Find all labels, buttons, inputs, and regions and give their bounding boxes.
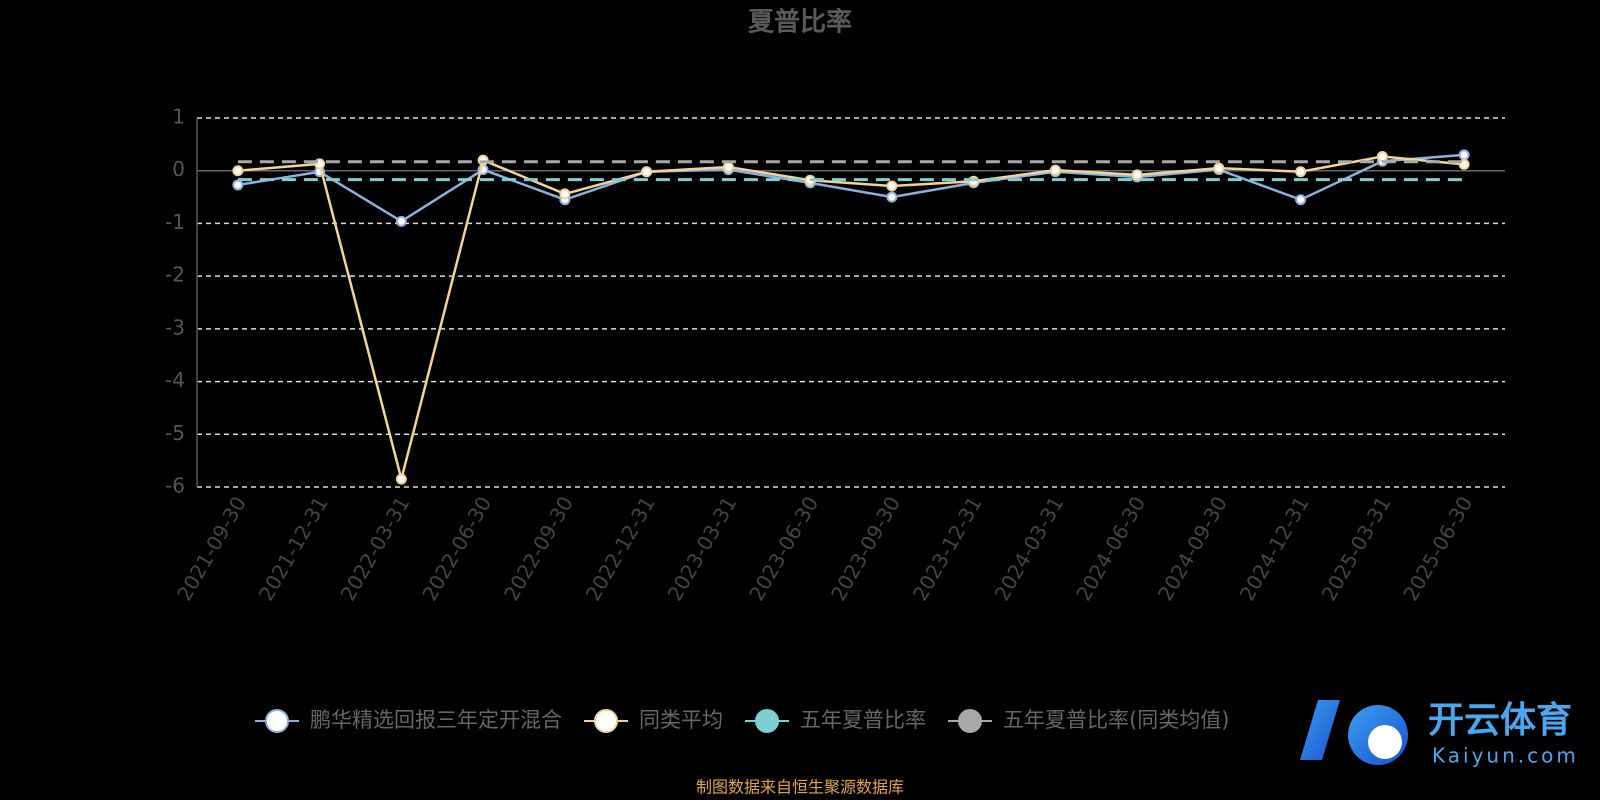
series-line (237, 155, 1465, 480)
legend-item: 鹏华精选回报三年定开混合 (255, 708, 562, 733)
watermark-subtitle: Kaiyun.com (1432, 744, 1579, 768)
data-point (1376, 150, 1388, 162)
data-point (886, 191, 898, 203)
watermark-title: 开云体育 (1428, 700, 1572, 741)
data-point (559, 188, 571, 200)
y-tick-label: -5 (165, 421, 185, 445)
watermark: 开云体育 Kaiyun.com (1300, 700, 1579, 768)
y-tick-label: -4 (165, 368, 185, 392)
source-note: 制图数据来自恒生聚源数据库 (696, 778, 904, 797)
series-line (237, 153, 1465, 223)
legend-marker (594, 709, 618, 733)
data-point (641, 166, 653, 178)
y-tick-label: 1 (172, 105, 185, 129)
legend-marker (958, 709, 982, 733)
legend-label: 五年夏普比率(同类均值) (1003, 708, 1229, 732)
data-point (886, 180, 898, 192)
legend-label: 鹏华精选回报三年定开混合 (310, 708, 562, 732)
legend-label: 五年夏普比率 (800, 708, 926, 732)
data-point (1131, 169, 1143, 181)
legend-item: 五年夏普比率(同类均值) (948, 708, 1229, 733)
legend-marker (265, 709, 289, 733)
data-point (395, 473, 407, 485)
data-point (395, 215, 407, 227)
y-tick-label: -6 (165, 474, 185, 498)
data-point (1295, 166, 1307, 178)
legend-label: 同类平均 (639, 708, 723, 732)
legend-marker (755, 709, 779, 733)
legend-item: 五年夏普比率 (745, 708, 926, 733)
data-point (1213, 162, 1225, 174)
data-point (1049, 164, 1061, 176)
y-tick-label: -3 (165, 315, 185, 339)
data-point (232, 165, 244, 177)
y-tick-label: -2 (165, 263, 185, 287)
chart-title: 夏普比率 (748, 7, 852, 38)
data-point (968, 175, 980, 187)
logo-k (1300, 700, 1340, 760)
legend-item: 同类平均 (584, 708, 723, 733)
data-point (232, 179, 244, 191)
data-point (1458, 149, 1470, 161)
y-tick-label: 0 (172, 157, 185, 181)
y-tick-label: -1 (165, 210, 185, 234)
data-point (477, 154, 489, 166)
data-point (1295, 194, 1307, 206)
data-point (722, 161, 734, 173)
logo-ball-inner (1368, 725, 1402, 759)
